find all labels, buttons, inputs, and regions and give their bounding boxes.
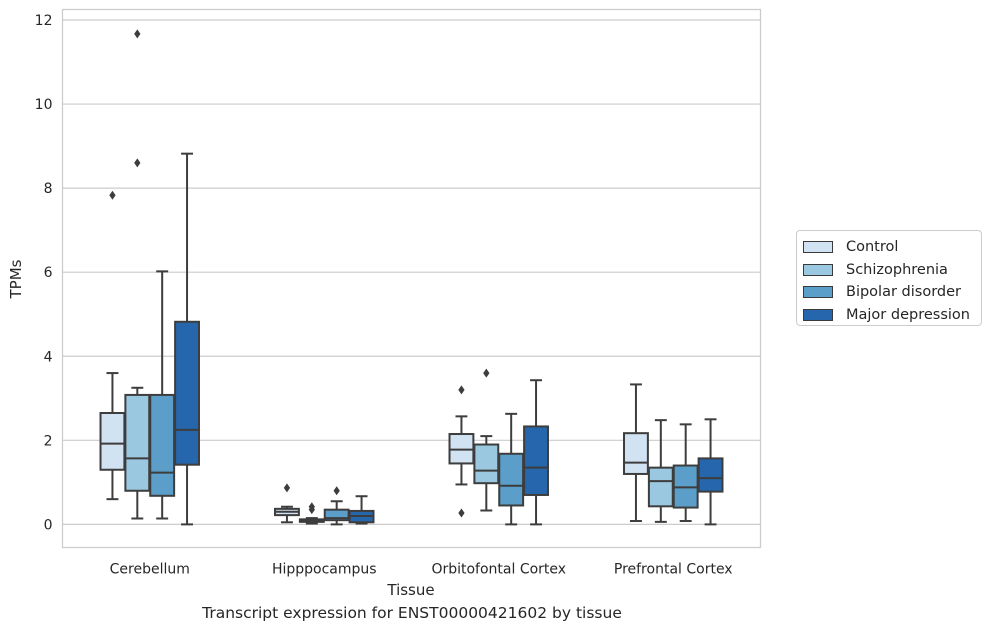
legend: Control Schizophrenia Bipolar disorder M… [796, 230, 982, 326]
outlier-point [134, 158, 141, 168]
boxes [99, 29, 724, 526]
outlier-point [458, 385, 465, 395]
box-iqr [498, 452, 525, 507]
box-group [174, 152, 200, 526]
box-group [448, 385, 475, 518]
box-group [99, 190, 126, 501]
box-group [623, 383, 649, 523]
box-iqr [623, 432, 649, 475]
box-group [523, 379, 549, 526]
y-tick-label: 8 [44, 181, 53, 197]
box-iqr [473, 443, 500, 485]
legend-swatch-control [803, 241, 833, 254]
legend-label: Bipolar disorder [846, 284, 961, 301]
outlier-point [483, 368, 490, 378]
outlier-point [308, 505, 315, 515]
box-iqr [174, 320, 200, 466]
x-tick-label: Orbitofontal Cortex [431, 562, 566, 578]
box-group [647, 419, 674, 523]
y-axis-label: TPMs [7, 259, 25, 299]
x-tick-label: Cerebellum [110, 562, 190, 578]
x-tick-label: Prefrontal Cortex [614, 562, 733, 578]
legend-label: Schizophrenia [846, 261, 948, 278]
outlier-point [109, 190, 116, 200]
box-group [323, 486, 350, 526]
outlier-point [134, 29, 141, 39]
outlier-point [333, 486, 340, 496]
box-group [149, 270, 176, 520]
y-tick-label: 0 [44, 517, 53, 533]
x-axis-label: Tissue [386, 581, 434, 599]
box-iqr [149, 393, 176, 497]
y-tick-labels: 0 2 4 6 8 10 12 [35, 13, 53, 533]
chart-caption: Transcript expression for ENST0000042160… [202, 604, 622, 622]
legend-item: Control [803, 236, 981, 259]
box-iqr [647, 466, 674, 508]
legend-swatch-major-depression [803, 308, 833, 321]
outlier-point [458, 508, 465, 518]
legend-item: Schizophrenia [803, 259, 981, 282]
legend-item: Bipolar disorder [803, 281, 981, 304]
legend-label: Control [846, 239, 899, 256]
legend-item: Major depression [803, 304, 981, 327]
x-tick-labels: Cerebellum Hipppocampus Orbitofontal Corte… [110, 562, 733, 578]
box-group [348, 495, 375, 525]
legend-swatch-schizophrenia [803, 263, 833, 276]
y-tick-label: 2 [44, 433, 53, 449]
box-iqr [124, 393, 151, 492]
box-iqr [697, 457, 724, 493]
y-tick-label: 12 [35, 13, 53, 29]
box-group [124, 29, 151, 520]
box-group [697, 418, 724, 526]
x-tick-label: Hipppocampus [272, 562, 377, 578]
outlier-point [283, 483, 291, 493]
box-group [274, 483, 300, 524]
y-tick-label: 4 [44, 349, 53, 365]
y-tick-label: 6 [44, 265, 53, 281]
y-tick-label: 10 [35, 97, 53, 113]
box-iqr [99, 412, 126, 471]
legend-swatch-bipolar-disorder [803, 286, 833, 299]
legend-label: Major depression [846, 306, 970, 323]
box-iqr [523, 425, 549, 496]
plot-frame [61, 8, 762, 549]
